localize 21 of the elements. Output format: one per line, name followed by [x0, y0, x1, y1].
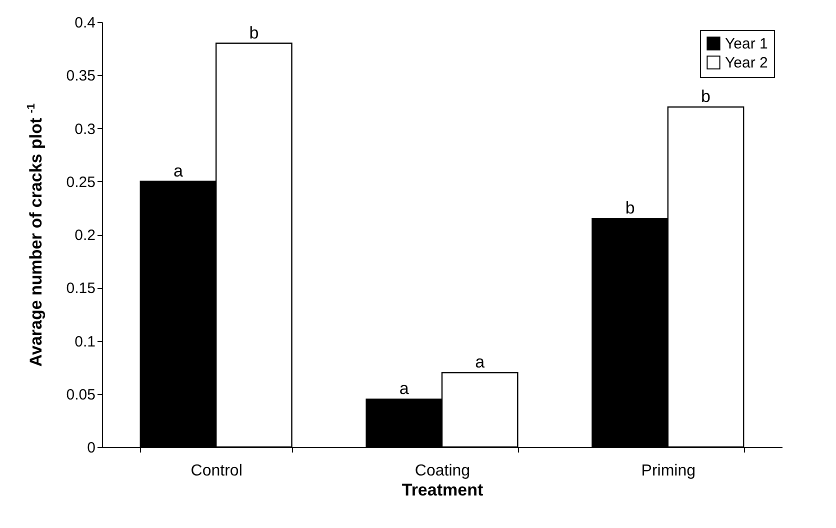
data-label: a — [475, 352, 486, 372]
y-tick-label: 0.2 — [74, 227, 96, 244]
x-tick-label: Control — [190, 462, 242, 480]
data-label: a — [174, 161, 184, 180]
data-label: b — [625, 198, 635, 218]
y-tick-label: 0.3 — [74, 120, 96, 138]
y-tick-label: 0.35 — [66, 68, 96, 85]
y-tick-label: 0 — [87, 440, 96, 456]
data-label: b — [701, 87, 710, 106]
x-axis-title: Treatment — [402, 480, 484, 500]
y-tick-label: 0.15 — [66, 280, 96, 298]
x-tick-label: Priming — [641, 462, 696, 480]
y-tick-label: 0.05 — [66, 386, 96, 404]
legend-label: Year 2 — [725, 54, 768, 72]
legend-label: Year 1 — [725, 36, 768, 52]
data-label: a — [399, 379, 410, 398]
x-tick-label: Coating — [414, 462, 470, 480]
y-tick-label: 0.4 — [74, 14, 96, 32]
y-tick-label: 0.1 — [74, 333, 96, 350]
y-tick-label: 0.25 — [66, 174, 96, 191]
data-label: b — [249, 23, 259, 42]
